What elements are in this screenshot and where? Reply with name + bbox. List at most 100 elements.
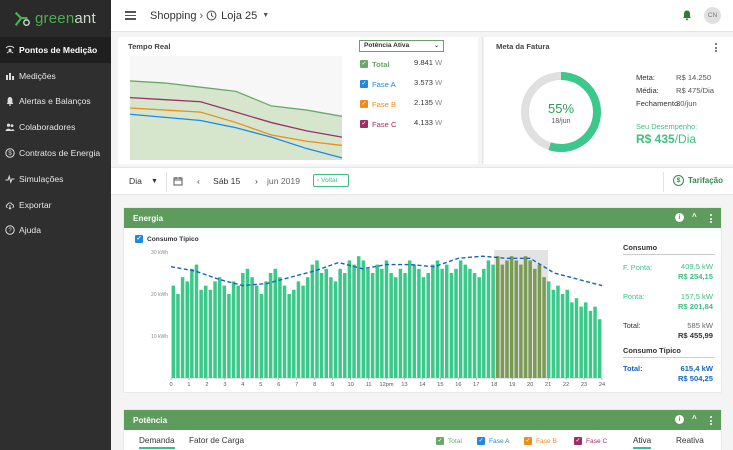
energy-bar[interactable] — [380, 268, 384, 378]
tab-reativa[interactable]: Reativa — [676, 436, 704, 445]
energy-bar[interactable] — [417, 268, 421, 378]
energy-bar[interactable] — [491, 264, 495, 378]
energy-bar[interactable] — [394, 277, 398, 378]
energy-bar[interactable] — [273, 268, 278, 378]
legend-item[interactable]: ✓ Fase B — [360, 98, 396, 110]
energy-bar[interactable] — [533, 268, 537, 378]
sidebar-item[interactable]: Simulações — [0, 166, 111, 192]
energy-bar[interactable] — [426, 273, 430, 378]
energy-bar[interactable] — [203, 285, 208, 378]
more-vert-icon[interactable] — [710, 214, 713, 223]
info-icon[interactable]: i — [675, 213, 684, 222]
sidebar-item[interactable]: Pontos de Medição — [0, 37, 111, 63]
calendar-icon[interactable] — [173, 176, 183, 186]
energy-bar[interactable] — [352, 264, 356, 378]
energy-bar[interactable] — [519, 264, 523, 378]
legend-item[interactable]: ✓ Fase A — [360, 78, 396, 90]
period-select[interactable]: Dia — [129, 176, 142, 186]
energy-bar[interactable] — [477, 277, 481, 378]
energy-bar[interactable] — [597, 319, 602, 378]
energy-bar[interactable] — [315, 260, 319, 378]
energy-bar[interactable] — [190, 268, 194, 378]
energy-bar[interactable] — [282, 285, 287, 378]
chevron-left-icon[interactable]: ‹ — [197, 176, 200, 186]
energy-bar[interactable] — [468, 268, 472, 378]
power-legend-item[interactable]: ✓ Fase A — [477, 437, 510, 445]
energy-bar[interactable] — [570, 302, 574, 378]
energy-bar[interactable] — [463, 264, 468, 378]
energy-bar[interactable] — [222, 285, 227, 378]
legend-item[interactable]: ✓ Total — [360, 58, 390, 70]
energy-bar[interactable] — [324, 268, 329, 378]
energy-bar[interactable] — [296, 281, 301, 378]
caret-down-icon[interactable]: ▼ — [262, 12, 270, 19]
sidebar-item[interactable]: Alertas e Balanços — [0, 89, 111, 115]
sidebar-item[interactable]: ? Ajuda — [0, 218, 111, 244]
energy-bar[interactable] — [180, 277, 185, 378]
menu-icon[interactable] — [125, 11, 136, 20]
energy-bar[interactable] — [454, 268, 458, 378]
energy-bar[interactable] — [593, 306, 597, 378]
energy-bar[interactable] — [528, 260, 532, 378]
more-vert-icon[interactable] — [715, 43, 718, 52]
typical-consumption-checkbox[interactable]: ✓ Consumo Típico — [135, 235, 199, 243]
breadcrumb-loja[interactable]: Loja 25 — [221, 9, 258, 22]
energy-bar[interactable] — [268, 273, 273, 378]
energy-bar[interactable] — [546, 281, 551, 378]
energy-bar[interactable] — [375, 264, 379, 378]
energy-bar[interactable] — [231, 281, 236, 378]
energy-bar[interactable] — [574, 298, 579, 378]
notification-bell-icon[interactable] — [681, 9, 693, 21]
energy-bar[interactable] — [505, 260, 509, 378]
sidebar-item[interactable]: Exportar — [0, 192, 111, 218]
energy-bar[interactable] — [403, 273, 407, 378]
energy-bar[interactable] — [514, 260, 519, 378]
energy-bar[interactable] — [560, 294, 565, 378]
energy-bar[interactable] — [171, 285, 176, 378]
energy-bar[interactable] — [458, 260, 463, 378]
tab-ativa[interactable]: Ativa — [633, 436, 652, 449]
energy-bar[interactable] — [264, 281, 268, 378]
energy-bar[interactable] — [199, 289, 203, 378]
energy-bar[interactable] — [509, 256, 514, 378]
tab-fator-de-carga[interactable]: Fator de Carga — [189, 436, 245, 445]
energy-bar[interactable] — [444, 264, 449, 378]
energy-bar[interactable] — [241, 273, 245, 378]
energy-bar[interactable] — [588, 310, 593, 378]
energy-bar[interactable] — [449, 273, 454, 378]
energy-bar[interactable] — [579, 306, 583, 378]
caret-down-icon[interactable]: ▼ — [151, 178, 158, 185]
energy-bar[interactable] — [343, 273, 347, 378]
energy-bar[interactable] — [254, 285, 259, 378]
back-button[interactable]: ‹ Voltar — [313, 174, 349, 187]
sidebar-item[interactable]: Medições — [0, 63, 111, 89]
avatar[interactable]: CN — [704, 7, 721, 24]
sidebar-item[interactable]: $ Contratos de Energia — [0, 140, 111, 166]
tariff-button[interactable]: $ Tarifação — [673, 175, 723, 186]
energy-bar[interactable] — [542, 277, 546, 378]
energy-bar[interactable] — [319, 273, 324, 378]
energy-bar[interactable] — [523, 256, 528, 378]
energy-bar[interactable] — [259, 294, 264, 378]
energy-bar[interactable] — [227, 294, 231, 378]
energy-bar[interactable] — [435, 260, 440, 378]
energy-bar[interactable] — [347, 260, 352, 378]
energy-bar[interactable] — [495, 256, 500, 378]
legend-item[interactable]: ✓ Fase C — [360, 118, 396, 130]
energy-bar[interactable] — [208, 289, 213, 378]
energy-bar[interactable] — [407, 260, 412, 378]
energy-bar[interactable] — [389, 273, 393, 378]
energy-bar[interactable] — [486, 260, 491, 378]
energy-bar[interactable] — [440, 268, 444, 378]
energy-bar[interactable] — [482, 268, 486, 378]
energy-bar[interactable] — [370, 273, 375, 378]
sidebar-item[interactable]: Colaboradores — [0, 114, 111, 140]
energy-bar[interactable] — [185, 281, 189, 378]
energy-bar[interactable] — [565, 289, 570, 378]
collapse-icon[interactable]: ^ — [692, 414, 697, 423]
power-legend-item[interactable]: ✓ Fase B — [524, 437, 557, 445]
energy-bar[interactable] — [384, 260, 389, 378]
measure-select[interactable]: Potência Ativa ⌄ — [359, 40, 444, 52]
tab-demanda[interactable]: Demanda — [139, 436, 175, 449]
energy-bar[interactable] — [431, 264, 435, 378]
